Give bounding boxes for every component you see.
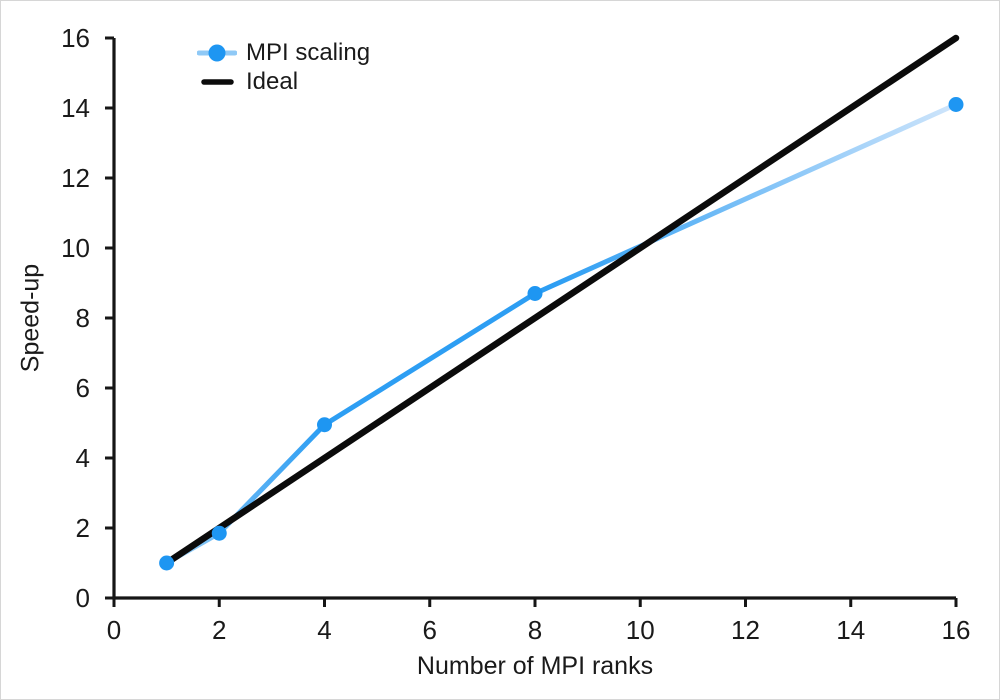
series-mpi-scaling-line (164, 102, 959, 566)
y-tick-label: 14 (61, 93, 90, 123)
data-point-marker-mpi-scaling (317, 417, 332, 433)
data-point-marker-mpi-scaling (159, 555, 175, 571)
mpi-scaling-marker-icon (197, 44, 237, 62)
x-tick-label: 16 (942, 615, 971, 645)
y-tick-label: 16 (61, 23, 90, 53)
legend-label-mpi-scaling: MPI scaling (246, 39, 371, 66)
legend-label-ideal: Ideal (246, 68, 299, 95)
x-tick-label: 14 (836, 615, 865, 645)
y-axis-title: Speed-up (16, 263, 45, 373)
legend-dot-sample (208, 44, 226, 62)
x-tick-label: 8 (528, 615, 542, 645)
x-tick-label: 6 (423, 615, 437, 645)
y-tick-label: 10 (61, 233, 90, 263)
y-tick-label: 0 (76, 583, 90, 613)
ideal-line-icon (201, 79, 234, 85)
x-axis-title: Number of MPI ranks (416, 652, 654, 680)
legend-item-ideal: Ideal (197, 68, 370, 96)
data-point-marker-mpi-scaling (527, 286, 543, 301)
y-tick-label: 2 (76, 513, 90, 543)
y-tick-label: 4 (76, 443, 90, 473)
x-tick-label: 10 (626, 615, 655, 645)
legend-item-mpi-scaling: MPI scaling (197, 39, 370, 67)
y-tick-label: 12 (61, 163, 90, 193)
x-tick-label: 12 (731, 615, 760, 645)
y-tick-label: 6 (76, 373, 90, 403)
series-ideal-line (163, 34, 960, 567)
x-tick-label: 4 (317, 615, 331, 645)
x-tick-label: 0 (107, 615, 121, 645)
x-tick-label: 2 (212, 615, 226, 645)
data-point-marker-mpi-scaling (948, 97, 964, 112)
chart-legend: MPI scaling Ideal (197, 39, 370, 96)
y-tick-label: 8 (76, 303, 90, 333)
data-point-marker-mpi-scaling (211, 525, 227, 541)
